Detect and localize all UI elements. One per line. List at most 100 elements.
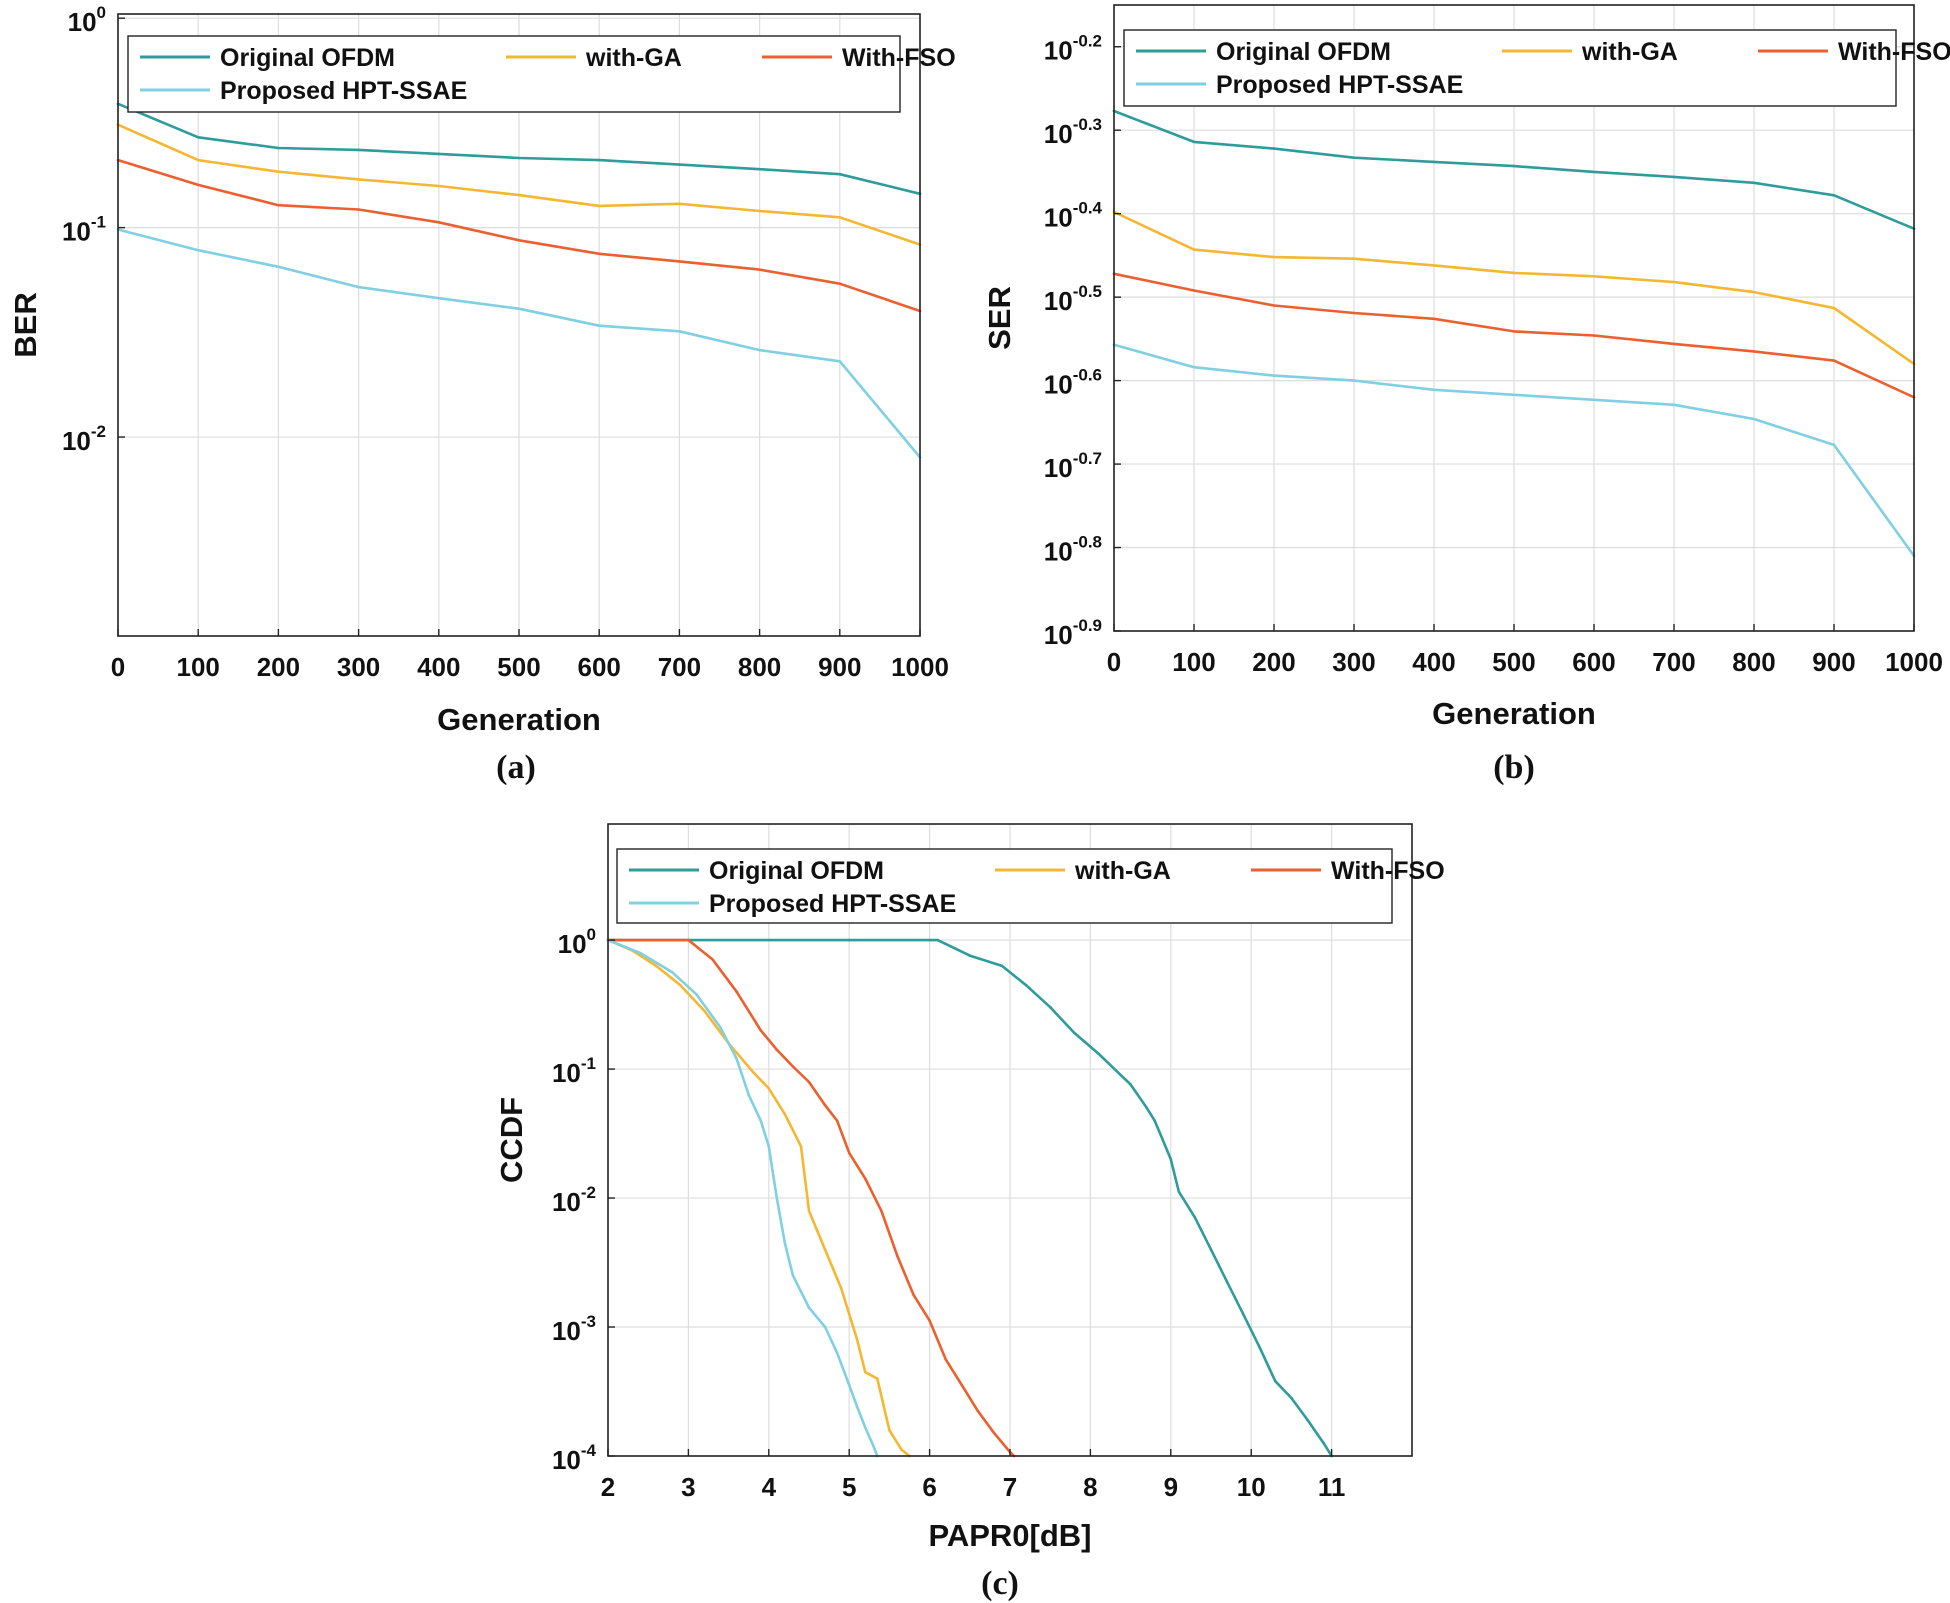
series-line-proposed-hpt-ssae [606,938,879,1458]
data-point [671,971,674,974]
x-tick-label: 1000 [1885,647,1943,677]
data-point [912,1293,915,1297]
y-tick-label: 100 [68,3,106,37]
data-point [1306,1418,1309,1422]
x-axis-label: Generation [1432,696,1596,731]
data-point [196,248,200,252]
chart-a: 0 100 200 300 400 500 600 700 800 900 1000 10-2 10-1… [8,3,956,786]
x-tick-label: 4 [762,1472,777,1502]
data-point [767,1145,771,1148]
data-point [597,324,601,328]
data-point [838,282,842,286]
x-tick-label: 11 [1318,1472,1346,1502]
data-point [1290,1396,1293,1400]
data-point [1272,374,1276,377]
x-tick-label: 300 [1332,647,1375,677]
data-point [1432,160,1436,164]
x-tick-label: 1000 [891,652,949,682]
data-point [1097,1052,1100,1055]
chart-c: 2 3 4 5 6 7 8 9 10 11 10-4 10-3 10-2 10-1 100 PAPR0[dB]… [494,823,1445,1602]
data-point [1752,350,1756,353]
y-tick-label: 10-0.2 [1044,32,1102,66]
data-point [437,296,441,300]
data-point [888,1428,891,1432]
data-point [654,964,658,968]
x-tick-label: 900 [818,652,861,682]
data-point [735,990,738,993]
x-tick-label: 2 [601,1472,615,1502]
data-point [517,239,521,242]
legend: Original OFDM with-GA With-FSO Proposed HPT… [1123,29,1950,107]
data-point [1073,1031,1076,1035]
legend-entry-label: with-GA [1074,857,1171,885]
data-point [1832,194,1836,197]
data-point [855,1338,859,1342]
data-point [823,1325,827,1329]
figure-caption: (c) [981,1565,1019,1602]
data-point [758,268,761,271]
data-point [1432,388,1436,392]
data-point [1209,1248,1213,1251]
data-point [976,1409,980,1413]
legend-entry-label: With-FSO [1838,38,1950,66]
data-point [807,1306,811,1309]
series-line-with-ga [606,938,911,1458]
x-tick-label: 900 [1812,647,1855,677]
data-point [1512,393,1516,397]
data-point [1169,1158,1173,1161]
data-point [1832,443,1836,447]
y-tick-label: 10-0.6 [1044,366,1102,400]
data-point [1145,1106,1148,1110]
data-point [1113,1067,1116,1071]
data-point [1192,289,1196,292]
data-point [1257,1345,1261,1348]
data-point [1161,1138,1165,1142]
data-point [1193,1216,1197,1219]
data-point [1672,403,1676,407]
x-tick-label: 6 [922,1472,936,1502]
legend-box [127,35,901,113]
data-point [437,184,441,188]
data-point [838,216,842,219]
data-point [928,1319,931,1322]
data-point [517,307,521,311]
data-point [799,1145,803,1148]
data-point [357,208,360,211]
data-point [196,158,200,162]
data-point [1672,280,1676,284]
y-axis-label: BER [8,292,43,357]
data-point [1752,181,1756,185]
legend-box [616,848,1393,924]
data-point [357,148,360,152]
data-point [277,146,280,150]
legend-entry-label: Proposed HPT-SSAE [220,77,467,105]
data-point [1432,264,1436,267]
x-tick-label: 700 [1652,647,1695,677]
data-point [936,938,939,942]
data-point [847,1383,851,1387]
data-point [880,1209,883,1213]
x-tick-label: 500 [497,652,540,682]
data-point [1241,1312,1245,1316]
data-point [847,1312,851,1316]
data-point [1352,156,1356,159]
figure-caption: (b) [1493,749,1535,786]
data-point [823,1248,827,1251]
data-point [758,167,761,171]
data-point [196,183,200,187]
data-point [823,1103,827,1107]
y-tick-label: 10-2 [552,1183,596,1217]
data-point [1592,170,1596,174]
data-point [678,260,681,263]
data-point [1225,1280,1229,1284]
x-tick-label: 600 [578,652,621,682]
x-tick-label: 3 [681,1472,695,1502]
y-tick-label: 10-4 [552,1441,597,1475]
data-point [678,330,681,333]
legend-entry-label: Original OFDM [220,44,395,72]
data-point [277,203,280,207]
data-point [1272,255,1276,259]
data-point [1592,398,1596,402]
y-tick-label: 10-0.3 [1044,115,1102,149]
